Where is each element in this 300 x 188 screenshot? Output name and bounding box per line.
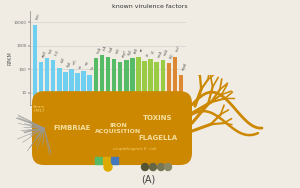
Bar [130, 58, 135, 188]
Bar [75, 73, 80, 188]
FancyBboxPatch shape [32, 91, 192, 165]
Text: fliC: fliC [151, 49, 157, 55]
Text: Strain
HM17: Strain HM17 [33, 105, 45, 113]
Bar [51, 60, 56, 188]
Bar [94, 58, 98, 188]
Text: afaE: afaE [60, 56, 66, 64]
Circle shape [164, 164, 172, 171]
Text: TOXINS: TOXINS [143, 115, 173, 121]
Text: focG: focG [54, 49, 60, 56]
Text: pic: pic [145, 52, 151, 57]
Text: (A): (A) [141, 174, 155, 184]
Text: ompT: ompT [121, 49, 128, 58]
Text: uropathogenic E. coli: uropathogenic E. coli [113, 147, 157, 151]
Text: fepA: fepA [109, 45, 115, 53]
Text: flhD: flhD [169, 53, 175, 59]
Y-axis label: RPKM: RPKM [7, 51, 12, 65]
Text: known virulence factors: known virulence factors [112, 4, 188, 9]
Bar [167, 64, 171, 188]
Text: ompA: ompA [182, 62, 189, 70]
Text: fimH: fimH [35, 13, 42, 21]
Text: FIMBRIAE: FIMBRIAE [53, 125, 91, 131]
Text: papG: papG [42, 50, 48, 58]
Text: FLAGELLA: FLAGELLA [138, 135, 178, 141]
Bar [106, 57, 110, 188]
Bar [103, 157, 110, 164]
Text: motB: motB [164, 48, 170, 56]
Text: sat: sat [78, 64, 83, 69]
Text: sfaS: sfaS [48, 47, 54, 54]
Text: usp: usp [84, 60, 90, 66]
Bar [69, 70, 74, 188]
Text: cnf1: cnf1 [72, 58, 78, 65]
Text: cdtB: cdtB [133, 47, 139, 54]
Circle shape [104, 163, 112, 171]
Bar [136, 57, 141, 188]
Bar [57, 68, 61, 188]
Bar [118, 62, 122, 188]
Bar [39, 62, 43, 188]
Bar [179, 75, 183, 188]
Bar [148, 59, 153, 188]
Text: vat: vat [139, 47, 145, 53]
Bar [124, 60, 129, 188]
Text: hlyD: hlyD [127, 49, 133, 56]
Circle shape [149, 164, 157, 171]
Bar [81, 70, 86, 188]
Circle shape [158, 164, 164, 171]
Bar [112, 59, 116, 188]
Bar [142, 61, 147, 188]
Text: cheY: cheY [176, 45, 182, 53]
Bar [94, 157, 101, 164]
Text: hlyA: hlyA [66, 61, 72, 68]
Text: motA: motA [158, 50, 164, 58]
Bar [45, 58, 49, 188]
Text: iroN: iroN [115, 48, 121, 55]
Bar [110, 157, 118, 164]
Text: iha: iha [90, 65, 96, 70]
Text: chuA: chuA [96, 46, 103, 54]
Bar [160, 60, 165, 188]
Bar [100, 55, 104, 188]
Text: iutA: iutA [103, 45, 109, 51]
Bar [87, 75, 92, 188]
Bar [173, 57, 177, 188]
Text: IRON
ACQUISITION: IRON ACQUISITION [95, 123, 141, 133]
Bar [154, 62, 159, 188]
Bar [63, 72, 68, 188]
Circle shape [142, 164, 148, 171]
Bar [33, 25, 37, 188]
